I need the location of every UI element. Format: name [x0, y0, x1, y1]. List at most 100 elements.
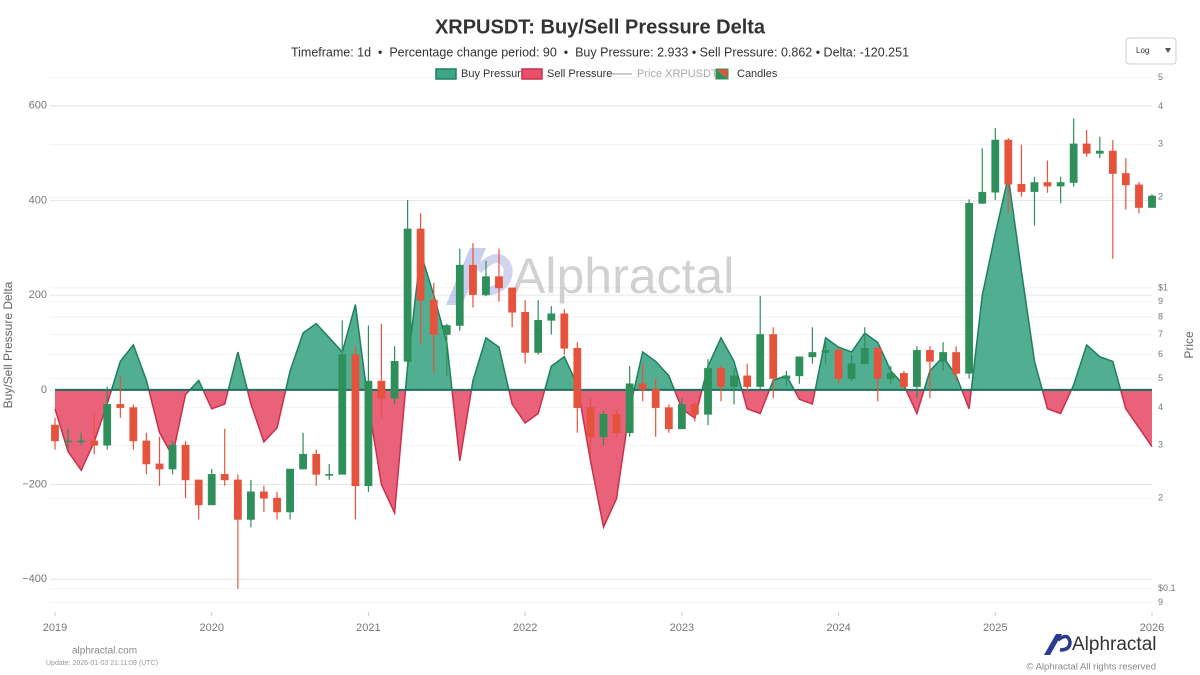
candle-body: [1043, 182, 1052, 187]
sell-pressure-line: [54, 389, 1153, 530]
y2-tick-label: 3: [1158, 440, 1163, 450]
candle-body: [103, 404, 112, 446]
candle-body: [1056, 182, 1065, 187]
candle-body: [338, 354, 347, 475]
chart-title: XRPUSDT: Buy/Sell Pressure Delta: [435, 16, 766, 38]
y-tick-label: −200: [22, 478, 47, 490]
candle-body: [351, 354, 360, 487]
x-tick-label: 2025: [983, 622, 1007, 634]
candle-body: [299, 453, 307, 470]
footer-copyright: © Alphractal All rights reserved: [1026, 662, 1156, 673]
x-tick-label: 2026: [1140, 622, 1164, 634]
candle-body: [965, 203, 974, 374]
legend-item: Buy Pressure: [435, 68, 527, 80]
y2-tick-label: $0.1: [1158, 583, 1176, 593]
scale-menu-box[interactable]: [1125, 37, 1177, 65]
y2-tick-label: 2: [1158, 493, 1163, 503]
candle-body: [756, 334, 765, 387]
candle-body: [886, 373, 895, 379]
areas: [54, 176, 1153, 530]
candle-body: [312, 453, 321, 475]
y-tick-label: 400: [29, 194, 47, 206]
candle-body: [1148, 195, 1156, 208]
candle-body: [260, 491, 268, 499]
y2-tick-label: 7: [1158, 329, 1163, 339]
y2-tick-label: 5: [1158, 373, 1163, 383]
candle-body: [495, 276, 503, 289]
candle-body: [821, 350, 830, 353]
legend-item: Candles: [715, 68, 778, 80]
candle-body: [1121, 173, 1130, 186]
candle-body: [939, 352, 947, 362]
brand-logo: [1056, 634, 1072, 652]
legend-swatch: [715, 68, 729, 80]
candle-body: [664, 407, 673, 430]
candle-body: [573, 347, 582, 408]
legend-label: Candles: [737, 68, 778, 80]
watermark-text: Alphractal: [512, 248, 734, 304]
candle-body: [181, 444, 190, 481]
legend-item: Sell Pressure: [521, 68, 612, 80]
candle-body: [730, 375, 738, 387]
x-tick-label: 2024: [826, 622, 850, 634]
legend-label: Sell Pressure: [547, 68, 612, 80]
x-tick-label: 2022: [513, 622, 537, 634]
scale-menu[interactable]: Log: [1125, 37, 1177, 65]
candle-body: [1030, 182, 1039, 192]
candle-body: [455, 264, 464, 326]
legend-label: Price XRPUSDT: [637, 68, 718, 80]
footer-brand: Alphractal: [1072, 634, 1157, 655]
candle-body: [599, 414, 608, 438]
candle-body: [286, 468, 294, 513]
x-tick-label: 2023: [670, 622, 694, 634]
candle-body: [390, 361, 399, 399]
candle-body: [991, 139, 1000, 193]
candle-body: [900, 373, 908, 387]
candle-body: [1135, 184, 1143, 208]
candle-body: [547, 313, 556, 321]
candle-body: [638, 383, 647, 390]
y-tick-label: −400: [22, 573, 47, 585]
scale-menu-arrow[interactable]: [1165, 48, 1171, 53]
candle-body: [233, 479, 242, 520]
candle-body: [207, 474, 216, 506]
candle-body: [926, 350, 934, 362]
candle-body: [717, 368, 725, 387]
scale-menu-label[interactable]: Log: [1136, 46, 1149, 55]
candle-body: [1082, 143, 1091, 154]
candle-body: [377, 380, 386, 399]
candle-body: [64, 440, 72, 443]
candle-body: [482, 276, 490, 295]
candle-body: [978, 191, 987, 204]
y2-tick-label: 6: [1158, 349, 1163, 359]
y2-tick-label: 8: [1158, 311, 1163, 321]
legend-swatch: [435, 68, 457, 80]
x-tick-label: 2020: [199, 622, 223, 634]
y-tick-label: 200: [29, 289, 47, 301]
candle-body: [560, 313, 569, 349]
candle-body: [834, 350, 843, 379]
candle-body: [469, 264, 477, 295]
y2-axis-title: Price: [1182, 331, 1196, 359]
candle-body: [116, 404, 125, 408]
candle-body: [625, 383, 634, 434]
candle-body: [952, 352, 960, 374]
candle-body: [1108, 150, 1117, 174]
y-axis-title: Buy/Sell Pressure Delta: [1, 281, 15, 408]
watermark-logo: [474, 254, 513, 297]
candle-body: [364, 380, 373, 487]
candle-body: [651, 389, 660, 408]
footer-site: alphractal.com: [72, 646, 137, 657]
candle-body: [155, 463, 164, 470]
watermark-logo: [446, 248, 486, 305]
candle-body: [1004, 139, 1013, 185]
y-tick-label: 0: [41, 384, 47, 396]
candle-body: [51, 424, 59, 442]
candle-body: [1069, 143, 1078, 183]
candle-body: [194, 479, 203, 506]
candle-body: [612, 414, 621, 434]
candle-body: [1017, 183, 1026, 192]
y2-tick-label: 4: [1158, 101, 1163, 111]
legend-swatch: [716, 69, 728, 79]
